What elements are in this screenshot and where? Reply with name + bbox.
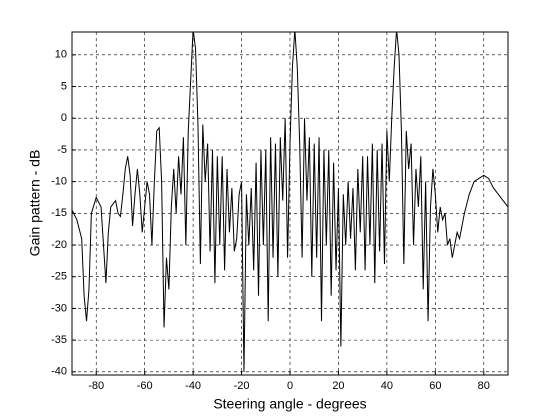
x-tick-label: 60 bbox=[429, 380, 441, 392]
x-tick-label: -20 bbox=[234, 380, 250, 392]
x-tick-label: -60 bbox=[137, 380, 153, 392]
y-tick-label: 0 bbox=[61, 112, 67, 124]
y-tick-label: -5 bbox=[57, 144, 67, 156]
y-tick-label: -30 bbox=[51, 302, 67, 314]
y-tick-label: -25 bbox=[51, 271, 67, 283]
x-tick-label: 40 bbox=[381, 380, 393, 392]
y-tick-label: 10 bbox=[55, 49, 67, 61]
y-tick-label: -35 bbox=[51, 334, 67, 346]
plot-area bbox=[71, 31, 509, 376]
x-axis-label: Steering angle - degrees bbox=[213, 396, 366, 412]
x-tick-label: -80 bbox=[88, 380, 104, 392]
y-tick-label: -15 bbox=[51, 207, 67, 219]
y-axis-label: Gain pattern - dB bbox=[27, 150, 43, 257]
y-tick-label: 5 bbox=[61, 80, 67, 92]
data-line bbox=[72, 32, 508, 372]
x-tick-label: 0 bbox=[287, 380, 293, 392]
x-tick-label: 20 bbox=[332, 380, 344, 392]
x-tick-label: 80 bbox=[478, 380, 490, 392]
x-tick-label: -40 bbox=[185, 380, 201, 392]
y-tick-label: -40 bbox=[51, 366, 67, 378]
y-tick-label: -10 bbox=[51, 176, 67, 188]
y-tick-label: -20 bbox=[51, 239, 67, 251]
